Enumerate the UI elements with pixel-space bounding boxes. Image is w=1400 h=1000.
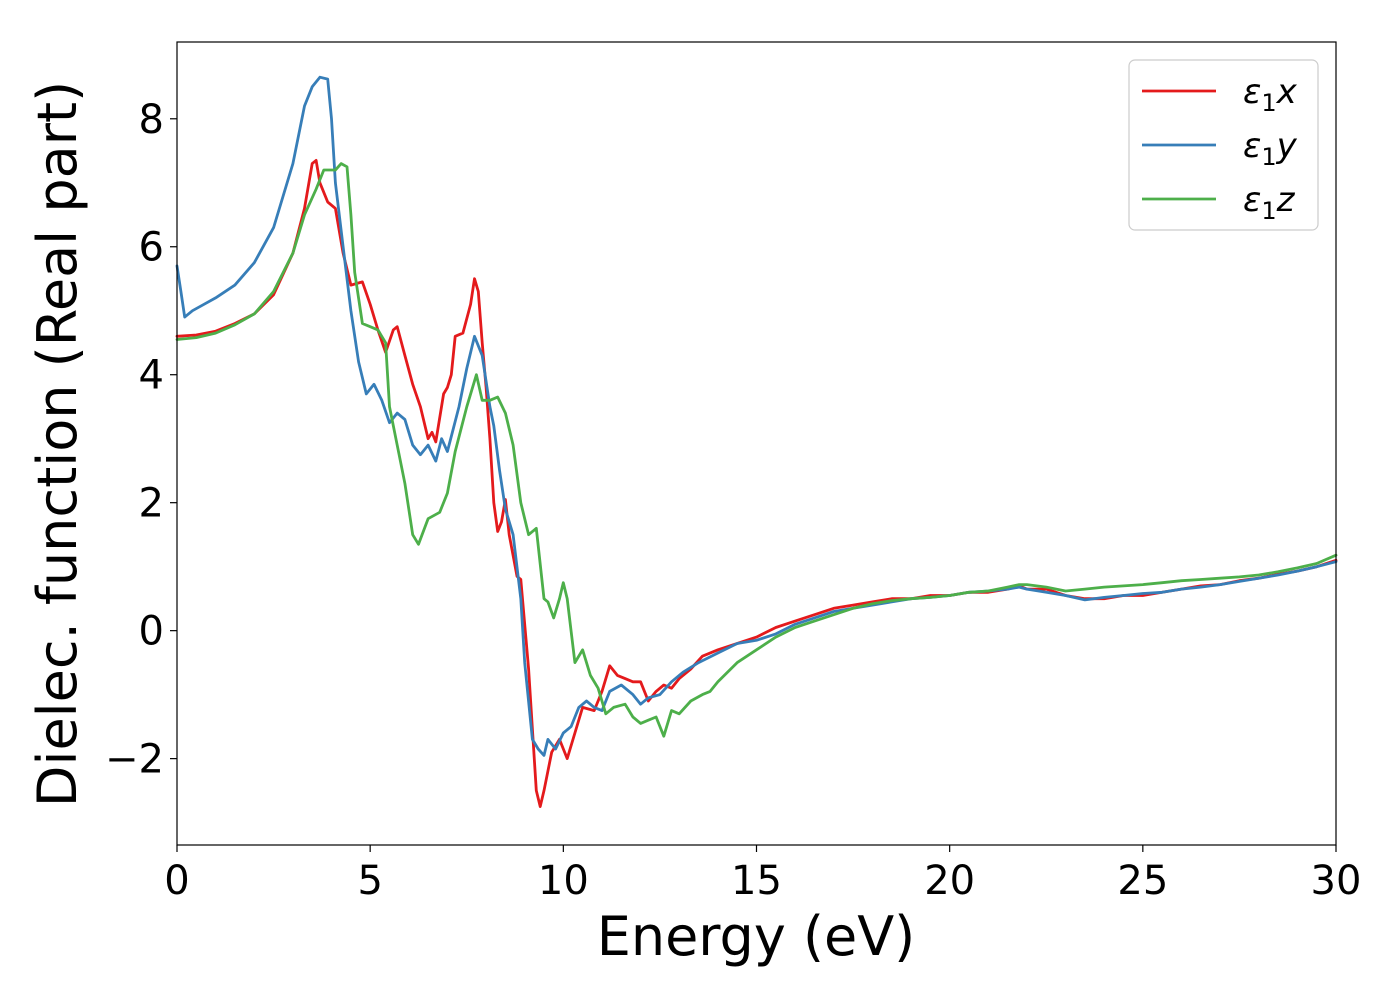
x-tick-label: 5 <box>357 858 382 904</box>
legend-label-1: ε1x <box>1243 72 1298 117</box>
series-line-2 <box>175 75 1338 757</box>
legend-component: y <box>1276 126 1298 166</box>
legend-box <box>1128 59 1319 231</box>
y-tick-label: 4 <box>139 353 164 399</box>
legend-symbol: ε <box>1243 72 1261 112</box>
series-line-3 <box>175 162 1338 738</box>
x-axis-label: Energy (eV) <box>597 905 916 968</box>
legend-label-2: ε1y <box>1243 126 1298 171</box>
legend-component: x <box>1276 72 1298 112</box>
x-tick-label: 0 <box>164 858 189 904</box>
y-axis-ticks: −2 0 2 4 6 8 <box>105 97 177 783</box>
legend-symbol: ε <box>1243 180 1261 220</box>
y-axis-label: Dielec. function (Real part) <box>26 81 89 807</box>
legend-subscript: 1 <box>1261 89 1276 117</box>
y-tick-label: 0 <box>139 609 164 655</box>
x-axis-ticks: 0 5 10 15 20 25 30 <box>164 845 1361 904</box>
x-tick-label: 20 <box>924 858 975 904</box>
legend-label-3: ε1z <box>1243 180 1296 225</box>
legend-component: z <box>1276 180 1296 220</box>
series-group <box>175 75 1338 808</box>
x-tick-label: 25 <box>1117 858 1168 904</box>
x-tick-label: 30 <box>1311 858 1362 904</box>
legend-symbol: ε <box>1243 126 1261 166</box>
y-tick-label: 8 <box>139 97 164 143</box>
x-tick-label: 15 <box>731 858 782 904</box>
y-tick-label: −2 <box>105 737 164 783</box>
y-tick-label: 2 <box>139 481 164 527</box>
legend-subscript: 1 <box>1261 197 1276 225</box>
y-tick-label: 6 <box>139 225 164 271</box>
legend-subscript: 1 <box>1261 143 1276 171</box>
x-tick-label: 10 <box>538 858 589 904</box>
